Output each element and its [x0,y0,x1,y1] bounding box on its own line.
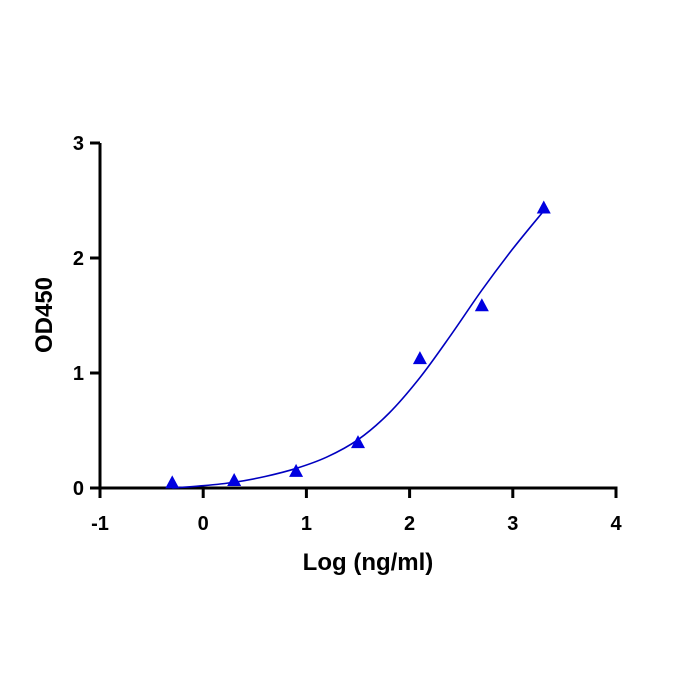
x-tick-label: 2 [404,513,415,535]
data-point [412,351,427,365]
x-tick-label: -1 [91,513,109,535]
x-tick-label: 0 [198,513,209,535]
data-point [165,475,180,489]
x-tick-label: 4 [610,513,622,535]
data-points [165,200,551,489]
y-tick-label: 2 [73,248,84,270]
x-axis-title: Log (ng/ml) [303,549,434,576]
data-point [227,473,242,487]
data-point [289,463,304,477]
x-tick-label: 3 [507,513,518,535]
axes [98,143,618,490]
y-tick-label: 3 [73,133,84,155]
data-point [351,435,365,449]
data-point [536,200,551,214]
x-tick-label: 1 [301,513,312,535]
y-axis-title: OD450 [31,277,58,353]
y-tick-label: 1 [73,363,84,385]
x-ticks: -1 0 1 2 3 4 [91,488,622,535]
y-tick-label: 0 [73,478,84,500]
data-point [474,298,489,312]
y-ticks: 0 1 2 3 [73,133,100,500]
